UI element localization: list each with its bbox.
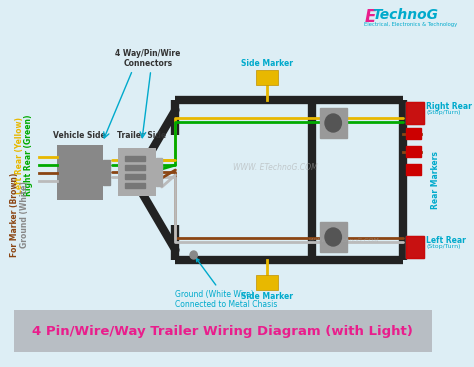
Text: For Marker (Brown): For Marker (Brown) (9, 173, 18, 257)
Text: 4 Pin/Wire/Way Trailer Wiring Diagram (with Light): 4 Pin/Wire/Way Trailer Wiring Diagram (w… (32, 324, 413, 338)
Bar (125, 156, 146, 161)
Circle shape (190, 251, 197, 259)
Text: Side Marker: Side Marker (241, 59, 292, 68)
Bar (406, 128, 421, 139)
Bar (255, 275, 278, 290)
Text: Ground (White): Ground (White) (19, 182, 28, 248)
Bar (102, 160, 110, 185)
Text: Electrical, Electronics & Technology: Electrical, Electronics & Technology (364, 22, 457, 27)
Bar (125, 165, 146, 170)
Text: Left Rear (Yellow): Left Rear (Yellow) (15, 116, 24, 193)
Text: Vehicle Side: Vehicle Side (54, 131, 106, 140)
Bar (127, 174, 142, 186)
Bar (125, 174, 146, 179)
Text: E: E (364, 8, 375, 26)
Bar (406, 236, 424, 258)
Bar (319, 108, 347, 138)
Bar (156, 158, 162, 186)
Bar (14, 310, 432, 352)
Bar (125, 183, 146, 188)
Bar (118, 148, 156, 196)
Text: TechnoG: TechnoG (373, 8, 438, 22)
Text: Trailer Side: Trailer Side (117, 131, 166, 140)
Text: Ground (White Wire)
Connected to Metal Chasis: Ground (White Wire) Connected to Metal C… (175, 258, 278, 309)
Bar (406, 164, 421, 175)
Bar (255, 70, 278, 85)
Bar (406, 102, 424, 124)
Bar (406, 146, 421, 157)
Bar (319, 222, 347, 252)
Circle shape (325, 228, 341, 246)
Circle shape (129, 182, 140, 194)
Text: Rear Markers: Rear Markers (431, 151, 440, 209)
Text: Right Rear (Green): Right Rear (Green) (24, 114, 33, 196)
Bar (406, 102, 424, 124)
Bar (57, 145, 102, 200)
Circle shape (325, 114, 341, 132)
Text: (Stop/Turn): (Stop/Turn) (426, 244, 461, 249)
Text: 4 Way/Pin/Wire
Connectors: 4 Way/Pin/Wire Connectors (115, 48, 181, 68)
Bar (406, 236, 424, 258)
Text: Left Rear: Left Rear (426, 236, 466, 245)
Text: (Stop/Turn): (Stop/Turn) (426, 110, 461, 115)
Text: Side Marker: Side Marker (241, 292, 292, 301)
Text: WWW. ETechnoG.COM: WWW. ETechnoG.COM (310, 237, 379, 243)
Text: Right Rear: Right Rear (426, 102, 472, 111)
Text: WWW. ETechnoG.COM: WWW. ETechnoG.COM (233, 164, 318, 172)
